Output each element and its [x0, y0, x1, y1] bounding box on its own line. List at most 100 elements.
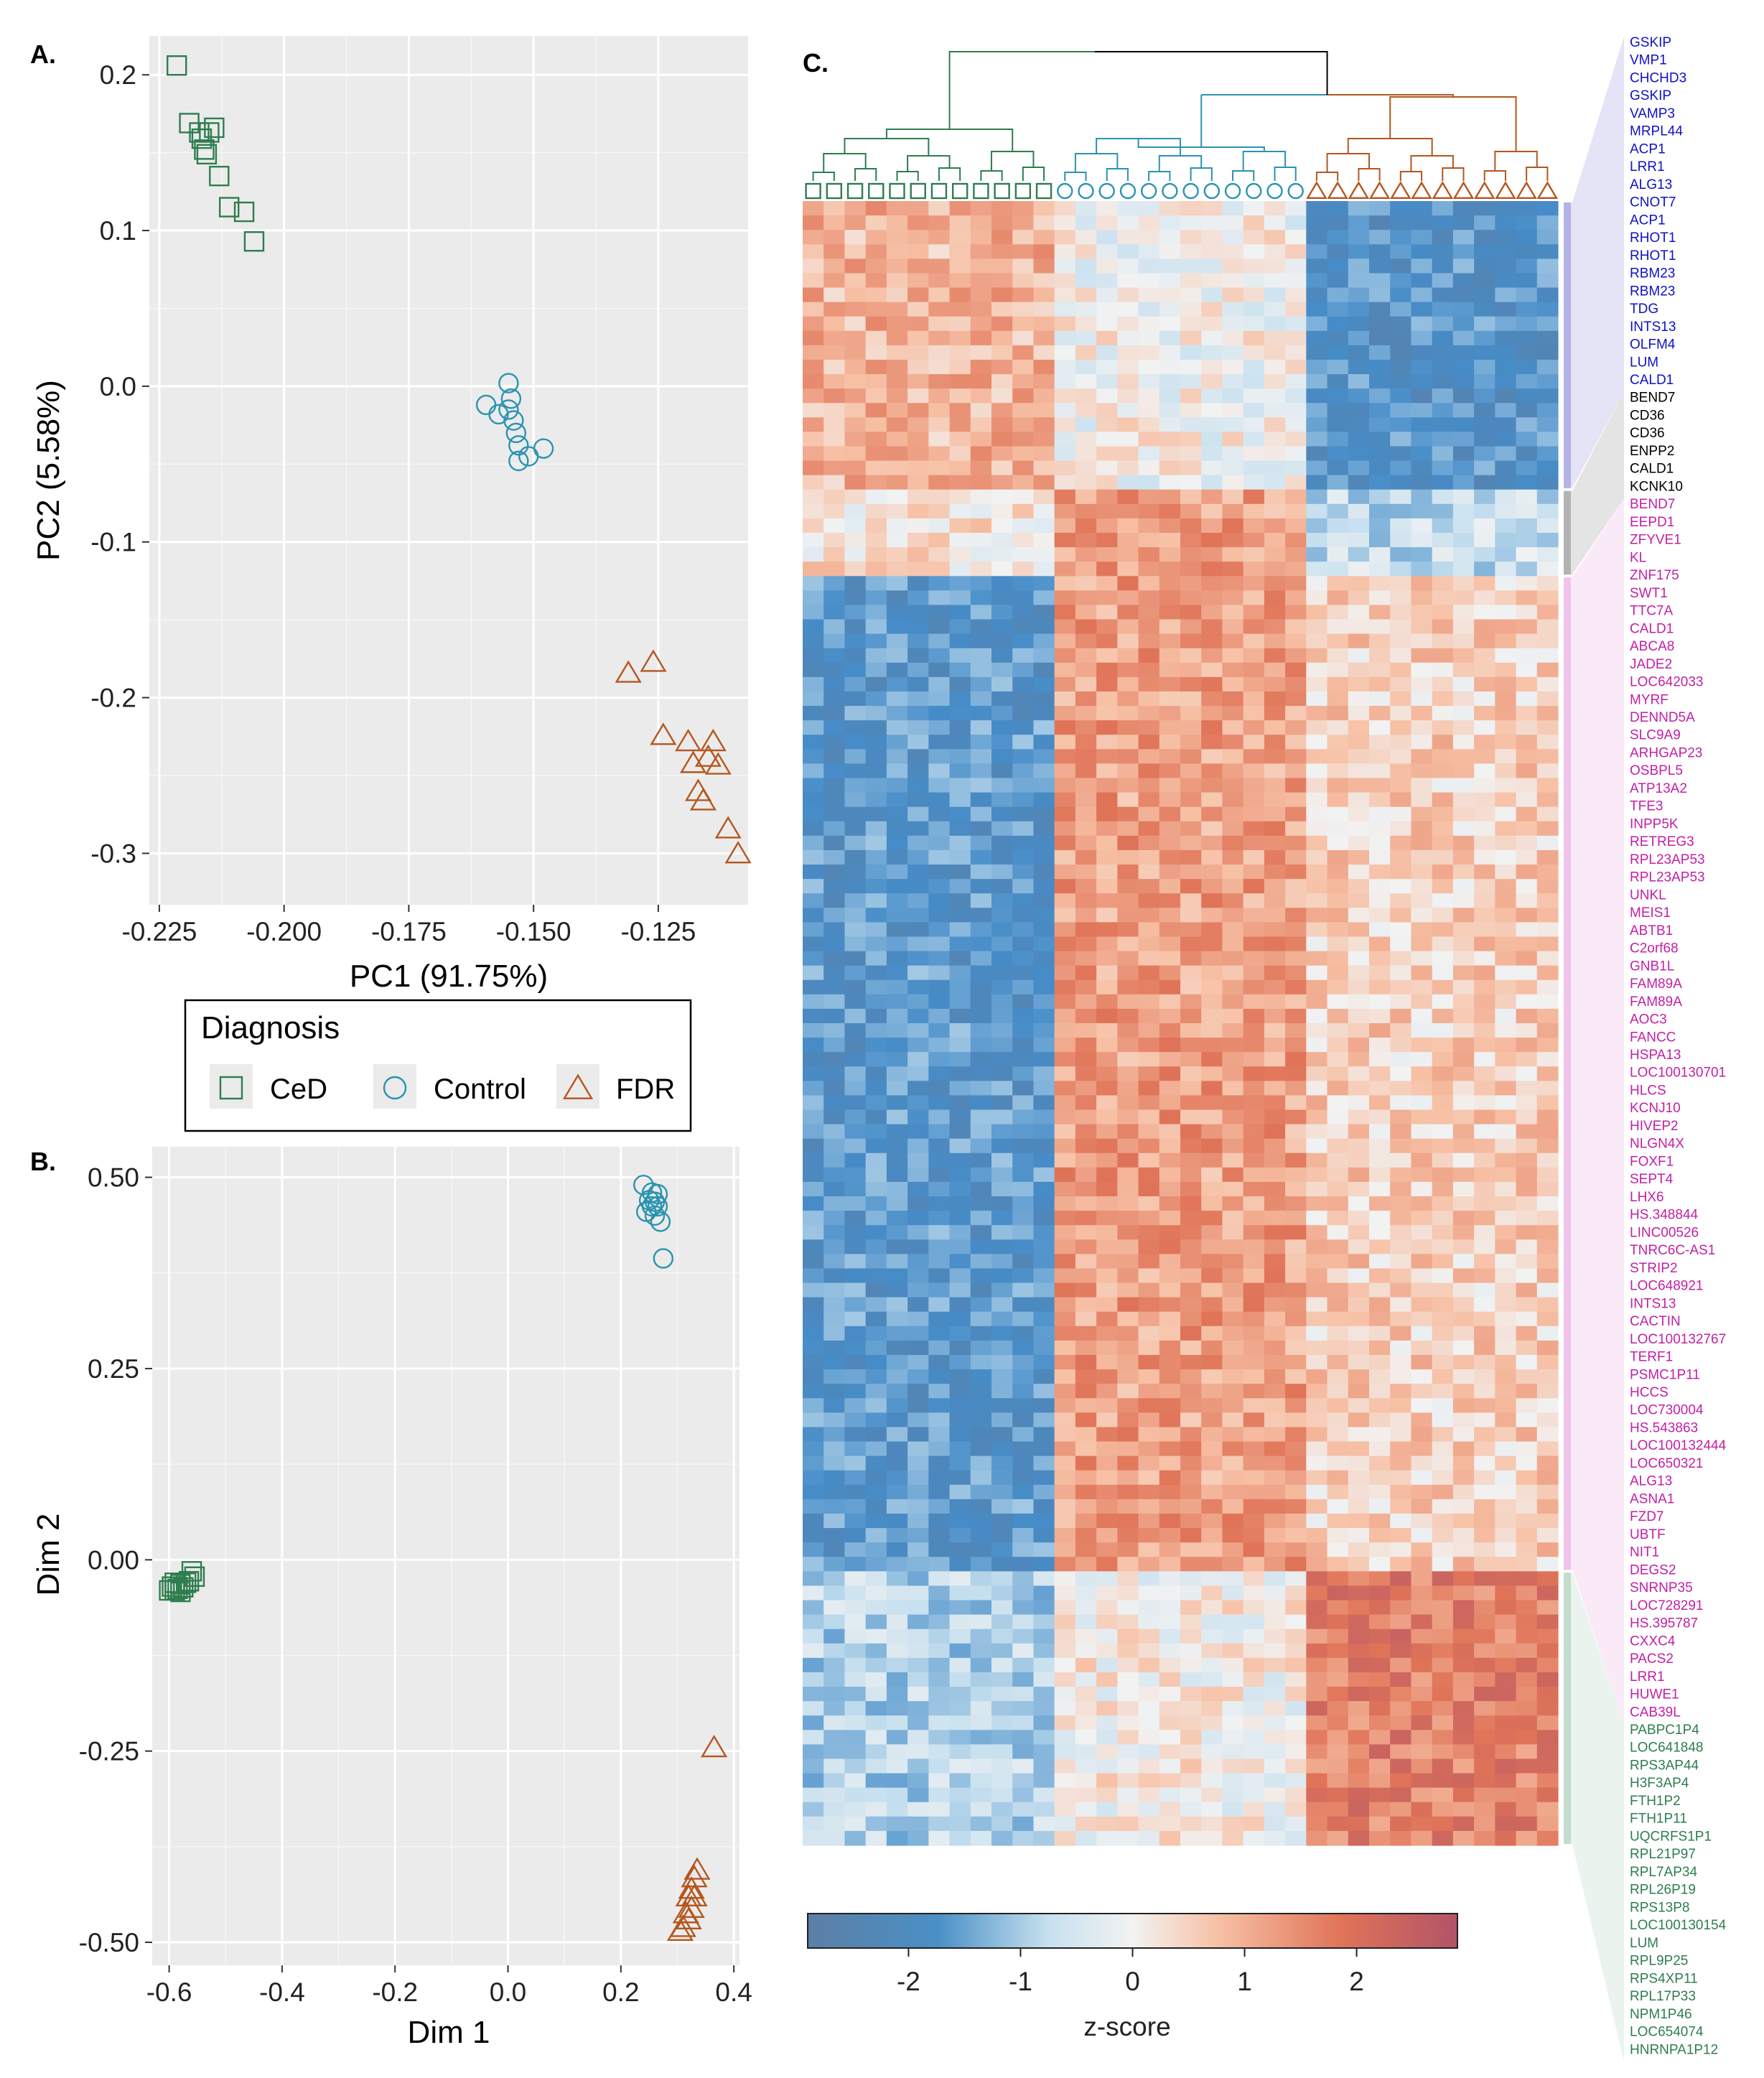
heatmap-cell: [1432, 1211, 1454, 1226]
heatmap-cell: [1327, 1268, 1349, 1284]
y-tick-label: -0.2: [90, 684, 136, 713]
heatmap-cell: [1348, 1109, 1370, 1125]
heatmap-cell: [1264, 1499, 1286, 1514]
heatmap-cell: [1222, 230, 1244, 245]
heatmap-cell: [1180, 244, 1202, 259]
heatmap-cell: [1054, 1254, 1076, 1269]
heatmap-cell: [1012, 1715, 1035, 1730]
heatmap-cell: [1495, 1282, 1517, 1298]
heatmap-cell: [865, 806, 887, 822]
heatmap-cell: [1516, 230, 1538, 245]
heatmap-cell: [991, 1398, 1013, 1413]
heatmap-cell: [1264, 908, 1286, 923]
heatmap-cell: [1096, 547, 1118, 562]
heatmap-cell: [949, 475, 971, 490]
heatmap-cell: [886, 1427, 908, 1443]
heatmap-cell: [949, 1268, 971, 1284]
heatmap-cell: [1264, 258, 1286, 274]
heatmap-cell: [1180, 1066, 1202, 1081]
heatmap-cell: [1411, 1830, 1433, 1846]
gene-label: RPS13P8: [1630, 1900, 1689, 1915]
heatmap-cell: [1096, 691, 1118, 707]
heatmap-cell: [1411, 662, 1433, 678]
heatmap-cell: [1201, 1167, 1223, 1183]
heatmap-cell: [1054, 287, 1076, 303]
heatmap-cell: [1201, 1239, 1223, 1255]
heatmap-cell: [1222, 691, 1244, 707]
heatmap-cell: [1201, 1614, 1223, 1630]
heatmap-cell: [991, 1427, 1013, 1443]
heatmap-cell: [1033, 1657, 1055, 1673]
heatmap-cell: [1075, 1629, 1097, 1644]
column-symbol-fdr: [1327, 181, 1348, 199]
heatmap-cell: [1222, 1672, 1244, 1687]
heatmap-cell: [823, 1152, 846, 1168]
heatmap-cell: [1306, 979, 1328, 995]
heatmap-cell: [1033, 691, 1055, 707]
heatmap-cell: [886, 1687, 908, 1702]
heatmap-cell: [1411, 1687, 1433, 1702]
heatmap-cell: [1033, 1585, 1055, 1601]
heatmap-cell: [1390, 1802, 1412, 1817]
heatmap-cell: [928, 258, 951, 274]
heatmap-cell: [1516, 388, 1538, 404]
heatmap-cell: [928, 330, 951, 346]
heatmap-cell: [1159, 215, 1181, 230]
heatmap-cell: [1264, 503, 1286, 519]
heatmap-cell: [865, 1701, 887, 1716]
heatmap-cell: [1264, 1095, 1286, 1111]
gene-label: ATP13A2: [1630, 781, 1687, 796]
heatmap-cell: [1474, 1571, 1495, 1587]
heatmap-cell: [1432, 1657, 1454, 1673]
heatmap-cell: [1536, 1830, 1559, 1846]
heatmap-cell: [1390, 1787, 1412, 1803]
heatmap-cell: [991, 460, 1013, 476]
heatmap-cell: [886, 215, 908, 230]
heatmap-cell: [1390, 403, 1412, 418]
heatmap-cell: [970, 1384, 992, 1399]
heatmap-cell: [1243, 576, 1265, 591]
heatmap-cell: [1201, 503, 1223, 519]
heatmap-cell: [1390, 1254, 1412, 1269]
heatmap-cell: [907, 792, 929, 808]
heatmap-cell: [1264, 432, 1286, 447]
heatmap-cell: [1180, 1167, 1202, 1183]
heatmap-cell: [1138, 1152, 1160, 1168]
heatmap-cell: [907, 979, 929, 995]
heatmap-cell: [886, 1008, 908, 1024]
heatmap-cell: [991, 1484, 1013, 1500]
heatmap-cell: [1536, 1600, 1559, 1616]
heatmap-cell: [1327, 330, 1349, 346]
gene-label: EEPD1: [1630, 515, 1674, 530]
heatmap-cell: [1536, 893, 1559, 908]
heatmap-cell: [1411, 446, 1433, 462]
heatmap-cell: [865, 1066, 887, 1081]
heatmap-cell: [823, 1225, 846, 1240]
heatmap-cell: [1033, 1758, 1055, 1774]
heatmap-cell: [1285, 1124, 1307, 1140]
heatmap-cell: [928, 893, 951, 908]
heatmap-cell: [907, 1427, 929, 1443]
heatmap-cell: [1411, 1282, 1433, 1298]
dendrogram-branch: [1064, 172, 1087, 181]
heatmap-cell: [1117, 1239, 1139, 1255]
heatmap-cell: [803, 735, 824, 750]
heatmap-cell: [886, 676, 908, 692]
heatmap-cell: [1243, 1585, 1265, 1601]
heatmap-cell: [928, 691, 951, 707]
heatmap-cell: [1222, 619, 1244, 635]
heatmap-cell: [1306, 1802, 1328, 1817]
heatmap-cell: [865, 316, 887, 332]
dendrogram-branch: [1410, 155, 1454, 172]
heatmap-cell: [844, 922, 867, 938]
heatmap-cell: [865, 1499, 887, 1514]
heatmap-cell: [844, 1211, 867, 1226]
point-fdr: [699, 729, 727, 752]
heatmap-cell: [1536, 1585, 1559, 1601]
heatmap-cell: [1243, 735, 1265, 750]
heatmap-cell: [1222, 951, 1244, 966]
heatmap-cell: [1285, 533, 1307, 548]
heatmap-cell: [865, 388, 887, 404]
heatmap-cell: [865, 735, 887, 750]
heatmap-cell: [928, 489, 951, 505]
